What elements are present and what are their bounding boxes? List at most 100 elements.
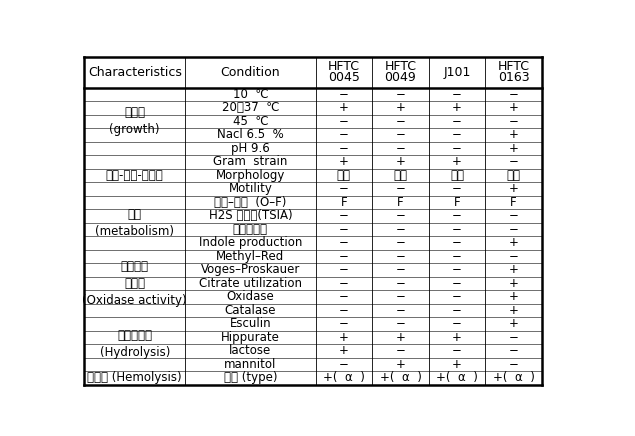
Text: −: − xyxy=(452,209,462,222)
Text: −: − xyxy=(339,142,349,155)
Text: F: F xyxy=(511,196,517,209)
Text: −: − xyxy=(452,182,462,195)
Text: F: F xyxy=(397,196,404,209)
Text: −: − xyxy=(509,331,519,344)
Text: −: − xyxy=(396,88,405,101)
Text: −: − xyxy=(452,304,462,317)
Text: +: + xyxy=(509,277,519,290)
Text: Methyl–Red: Methyl–Red xyxy=(217,250,284,263)
Text: −: − xyxy=(452,263,462,276)
Text: +(  α  ): +( α ) xyxy=(323,371,365,385)
Text: J101: J101 xyxy=(443,66,471,79)
Text: −: − xyxy=(509,88,519,101)
Text: Catalase: Catalase xyxy=(225,304,276,317)
Text: −: − xyxy=(339,128,349,141)
Text: 간균: 간균 xyxy=(507,169,521,182)
Text: +: + xyxy=(509,317,519,330)
Text: H2S 생성능(TSIA): H2S 생성능(TSIA) xyxy=(208,209,292,222)
Text: −: − xyxy=(452,290,462,303)
Text: −: − xyxy=(339,263,349,276)
Text: −: − xyxy=(339,277,349,290)
Text: 가수분해능
(Hydrolysis): 가수분해능 (Hydrolysis) xyxy=(100,329,170,359)
Text: −: − xyxy=(339,250,349,263)
Text: 0163: 0163 xyxy=(498,72,530,85)
Text: −: − xyxy=(396,209,405,222)
Text: 구균: 구균 xyxy=(337,169,351,182)
Text: +: + xyxy=(339,331,349,344)
Text: 산화효소
활성능
(Oxidase activity): 산화효소 활성능 (Oxidase activity) xyxy=(83,260,187,307)
Text: Motility: Motility xyxy=(229,182,272,195)
Text: −: − xyxy=(509,250,519,263)
Text: 20～37  ℃: 20～37 ℃ xyxy=(222,101,279,114)
Text: +: + xyxy=(509,236,519,249)
Text: −: − xyxy=(339,317,349,330)
Text: 발육능
(growth): 발육능 (growth) xyxy=(109,106,160,136)
Text: −: − xyxy=(452,344,462,358)
Text: +: + xyxy=(396,331,405,344)
Text: −: − xyxy=(339,290,349,303)
Text: −: − xyxy=(396,290,405,303)
Text: −: − xyxy=(339,358,349,371)
Text: Voges–Proskauer: Voges–Proskauer xyxy=(201,263,300,276)
Text: +: + xyxy=(452,358,462,371)
Text: +: + xyxy=(396,155,405,168)
Text: 0045: 0045 xyxy=(328,72,360,85)
Text: lactose: lactose xyxy=(229,344,272,358)
Text: −: − xyxy=(509,115,519,128)
Text: +: + xyxy=(509,263,519,276)
Text: +(  α  ): +( α ) xyxy=(436,371,478,385)
Text: HFTC: HFTC xyxy=(328,60,360,73)
Text: −: − xyxy=(339,115,349,128)
Text: −: − xyxy=(396,236,405,249)
Text: −: − xyxy=(452,317,462,330)
Text: −: − xyxy=(396,115,405,128)
Text: −: − xyxy=(509,223,519,236)
Text: −: − xyxy=(396,223,405,236)
Text: +: + xyxy=(509,290,519,303)
Text: Nacl 6.5  %: Nacl 6.5 % xyxy=(217,128,284,141)
Text: −: − xyxy=(452,236,462,249)
Text: −: − xyxy=(509,358,519,371)
Text: −: − xyxy=(396,263,405,276)
Text: −: − xyxy=(509,209,519,222)
Text: 구균: 구균 xyxy=(394,169,408,182)
Text: Oxidase: Oxidase xyxy=(227,290,274,303)
Text: −: − xyxy=(339,182,349,195)
Text: −: − xyxy=(452,88,462,101)
Text: −: − xyxy=(452,250,462,263)
Text: 질소환원능: 질소환원능 xyxy=(233,223,268,236)
Text: mannitol: mannitol xyxy=(224,358,277,371)
Text: 용혁성 (Hemolysis): 용혁성 (Hemolysis) xyxy=(88,371,182,385)
Text: HFTC: HFTC xyxy=(384,60,417,73)
Text: Characteristics: Characteristics xyxy=(88,66,182,79)
Text: −: − xyxy=(452,128,462,141)
Text: −: − xyxy=(452,223,462,236)
Text: HFTC: HFTC xyxy=(498,60,530,73)
Text: +(  α  ): +( α ) xyxy=(493,371,535,385)
Text: −: − xyxy=(396,304,405,317)
Text: 45  ℃: 45 ℃ xyxy=(232,115,268,128)
Text: +: + xyxy=(452,155,462,168)
Text: Condition: Condition xyxy=(220,66,280,79)
Text: Esculin: Esculin xyxy=(230,317,271,330)
Text: −: − xyxy=(396,277,405,290)
Text: +: + xyxy=(509,128,519,141)
Text: −: − xyxy=(452,115,462,128)
Text: −: − xyxy=(396,344,405,358)
Text: +: + xyxy=(509,304,519,317)
Text: +(  α  ): +( α ) xyxy=(380,371,422,385)
Text: pH 9.6: pH 9.6 xyxy=(231,142,270,155)
Text: F: F xyxy=(454,196,460,209)
Text: 용혁 (type): 용혁 (type) xyxy=(224,371,277,385)
Text: Gram  strain: Gram strain xyxy=(213,155,288,168)
Text: 대사
(metabolism): 대사 (metabolism) xyxy=(95,208,174,238)
Text: +: + xyxy=(509,182,519,195)
Text: +: + xyxy=(509,101,519,114)
Text: +: + xyxy=(339,155,349,168)
Text: −: − xyxy=(396,250,405,263)
Text: −: − xyxy=(396,317,405,330)
Text: Morphology: Morphology xyxy=(216,169,285,182)
Text: 산화–발효  (O–F): 산화–발효 (O–F) xyxy=(214,196,286,209)
Text: +: + xyxy=(452,101,462,114)
Text: Hippurate: Hippurate xyxy=(221,331,280,344)
